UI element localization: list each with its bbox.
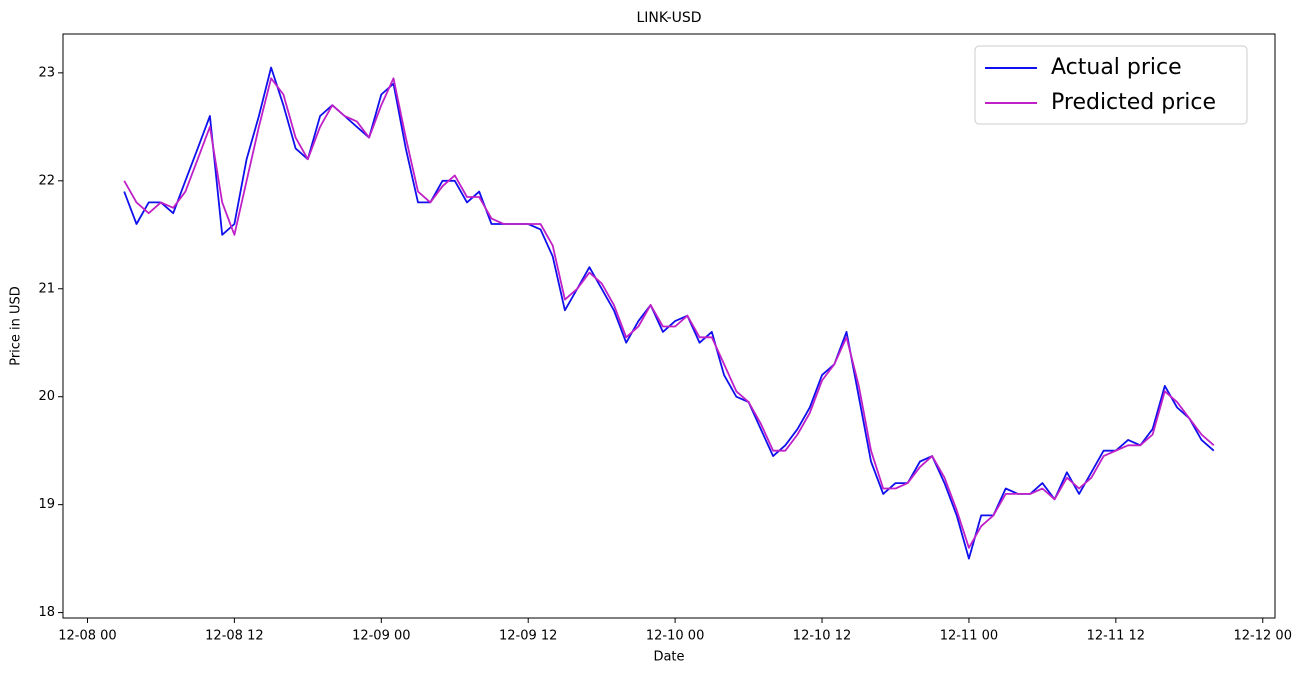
x-tick-label: 12-12 00 — [1234, 629, 1292, 644]
x-tick-label: 12-08 00 — [58, 629, 116, 644]
x-tick-label: 12-08 12 — [205, 629, 263, 644]
chart-title: LINK-USD — [636, 10, 701, 26]
y-tick-label: 23 — [38, 65, 55, 80]
legend: Actual price Predicted price — [974, 45, 1248, 125]
x-tick-label: 12-11 00 — [940, 629, 998, 644]
x-tick-label: 12-11 12 — [1087, 629, 1145, 644]
price-line — [123, 66, 1215, 560]
x-axis-label: Date — [653, 650, 684, 665]
legend-label: Predicted price — [1051, 90, 1216, 115]
price-line — [123, 77, 1215, 549]
y-tick-label: 22 — [38, 173, 55, 188]
x-tick-label: 12-09 12 — [499, 629, 557, 644]
x-tick-label: 12-10 00 — [646, 629, 704, 644]
y-tick-label: 18 — [38, 605, 55, 620]
plot-frame — [62, 33, 1276, 619]
legend-label: Actual price — [1051, 55, 1182, 80]
y-axis-label: Price in USD — [9, 286, 24, 366]
x-tick-label: 12-10 12 — [793, 629, 851, 644]
y-tick-label: 19 — [38, 497, 55, 512]
x-tick-label: 12-09 00 — [352, 629, 410, 644]
y-tick-label: 20 — [38, 389, 55, 404]
y-tick-label: 21 — [38, 281, 55, 296]
legend-box — [974, 45, 1248, 125]
